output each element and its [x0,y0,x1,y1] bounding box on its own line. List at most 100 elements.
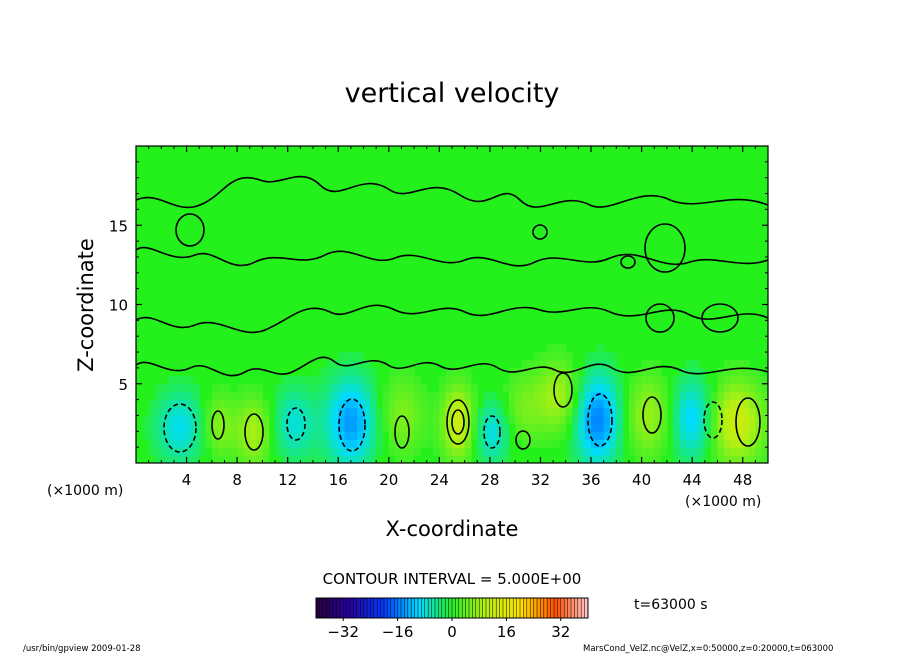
heatmap-cell [603,359,611,369]
heatmap-cell [363,407,371,417]
x-tick-label: 24 [430,471,449,489]
heatmap-cell [565,447,573,456]
heatmap-cell [553,367,561,377]
heatmap-cell [350,431,358,440]
heatmap-cell [565,407,573,417]
heatmap-cell [312,439,320,448]
heatmap-cell [407,375,415,385]
heatmap-cell [565,391,573,401]
heatmap-cell [730,415,737,424]
heatmap-cell [546,439,554,448]
heatmap-cell [685,439,693,448]
heatmap-cell [755,447,763,456]
heatmap-cell [553,439,561,448]
colorbar-segment [475,598,480,618]
heatmap-cell [559,383,567,393]
heatmap-cell [414,375,421,385]
heatmap-cell [426,415,434,424]
heatmap-cell [414,415,421,424]
heatmap-cell [395,391,403,401]
colorbar-segment [533,598,538,618]
heatmap-cell [433,399,440,409]
heatmap-cell [154,391,162,401]
heatmap-cell [319,407,327,417]
heatmap-cell [325,431,333,440]
heatmap-cell [628,431,636,440]
heatmap-cell [331,399,339,409]
heatmap-cell [603,455,611,463]
heatmap-cell [262,399,270,409]
heatmap-cell [603,352,611,361]
heatmap-cell [154,431,162,440]
heatmap-cell [515,399,523,409]
heatmap-cell [692,447,700,456]
heatmap-cell [578,383,586,393]
heatmap-cell [395,423,403,432]
heatmap-cell [717,415,725,424]
colorbar-tick-label: 32 [551,623,570,641]
heatmap-cell [483,423,491,432]
heatmap-cell [546,375,554,385]
heatmap-cell [698,383,706,393]
heatmap-cell [723,407,731,417]
heatmap-cell [502,439,510,448]
heatmap-cell [736,407,744,417]
heatmap-cell [218,391,226,401]
heatmap-cell [439,407,447,417]
heatmap-cell [199,407,207,417]
heatmap-cell [192,415,200,424]
heatmap-cell [521,399,529,409]
heatmap-cell [433,391,440,401]
heatmap-cell [698,367,706,377]
heatmap-cell [584,407,592,417]
heatmap-cell [224,447,232,456]
heatmap-cell [357,352,365,361]
heatmap-cell [730,383,737,393]
heatmap-cell [458,415,466,424]
heatmap-cell [647,407,655,417]
heatmap-cell [369,423,377,432]
heatmap-cell [464,447,472,456]
heatmap-cell [224,391,232,401]
heatmap-cell [407,439,415,448]
heatmap-cell [331,447,339,456]
heatmap-cell [654,439,662,448]
heatmap-cell [591,423,598,432]
heatmap-cell [388,399,396,409]
heatmap-cell [312,399,320,409]
heatmap-cell [685,423,693,432]
heatmap-cell [470,415,478,424]
heatmap-cell [730,407,737,417]
heatmap-cell [281,455,289,463]
heatmap-cell [489,431,497,440]
heatmap-cell [344,399,352,409]
heatmap-cell [635,399,643,409]
heatmap-cell [445,455,453,463]
heatmap-cell [742,423,750,432]
heatmap-cell [414,447,421,456]
heatmap-cell [256,423,263,432]
heatmap-cell [723,399,731,409]
contour-cell-14 [703,401,723,439]
colorbar-segment [455,598,460,618]
heatmap-cell [730,431,737,440]
heatmap-cell [647,375,655,385]
heatmap-cell [439,391,447,401]
heatmap-cell [496,447,504,456]
heatmap-cell [578,439,586,448]
heatmap-cell [742,439,750,448]
colorbar-segment [445,598,449,618]
heatmap-cell [591,447,598,456]
colorbar-segment [448,598,453,618]
colorbar-segment [404,598,409,618]
colorbar-segment [424,598,429,618]
heatmap-cell [603,407,611,417]
heatmap-cell [597,415,605,424]
heatmap-cell [685,407,693,417]
heatmap-cell [565,439,573,448]
heatmap-cell [262,415,270,424]
heatmap-cell [395,399,403,409]
heatmap-cell [363,415,371,424]
heatmap-cell [192,447,200,456]
heatmap-cell [559,375,567,385]
